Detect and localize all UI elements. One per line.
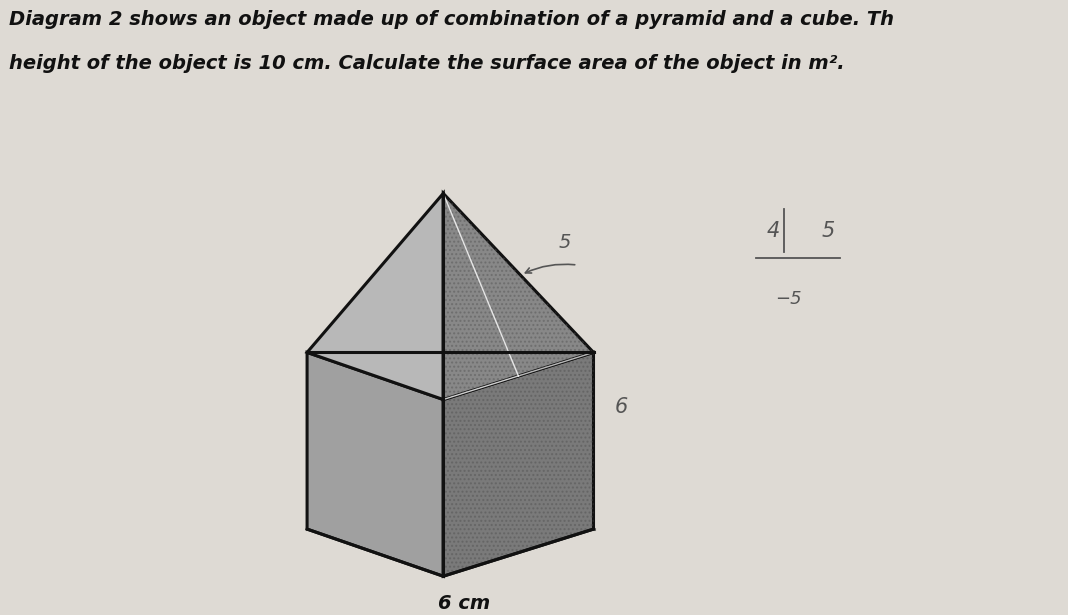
Text: 4: 4 xyxy=(766,221,780,240)
Text: 5: 5 xyxy=(821,221,835,240)
Polygon shape xyxy=(443,193,594,400)
Polygon shape xyxy=(443,352,594,576)
Text: height of the object is 10 cm. Calculate the surface area of the object in m².: height of the object is 10 cm. Calculate… xyxy=(10,54,845,73)
Polygon shape xyxy=(308,193,443,400)
Text: 6: 6 xyxy=(615,397,628,418)
Text: Diagram 2 shows an object made up of combination of a pyramid and a cube. Th: Diagram 2 shows an object made up of com… xyxy=(10,10,894,29)
Text: −5: −5 xyxy=(775,290,802,308)
Text: 5: 5 xyxy=(559,233,571,252)
Text: 6 cm: 6 cm xyxy=(438,594,490,613)
Polygon shape xyxy=(308,352,443,576)
